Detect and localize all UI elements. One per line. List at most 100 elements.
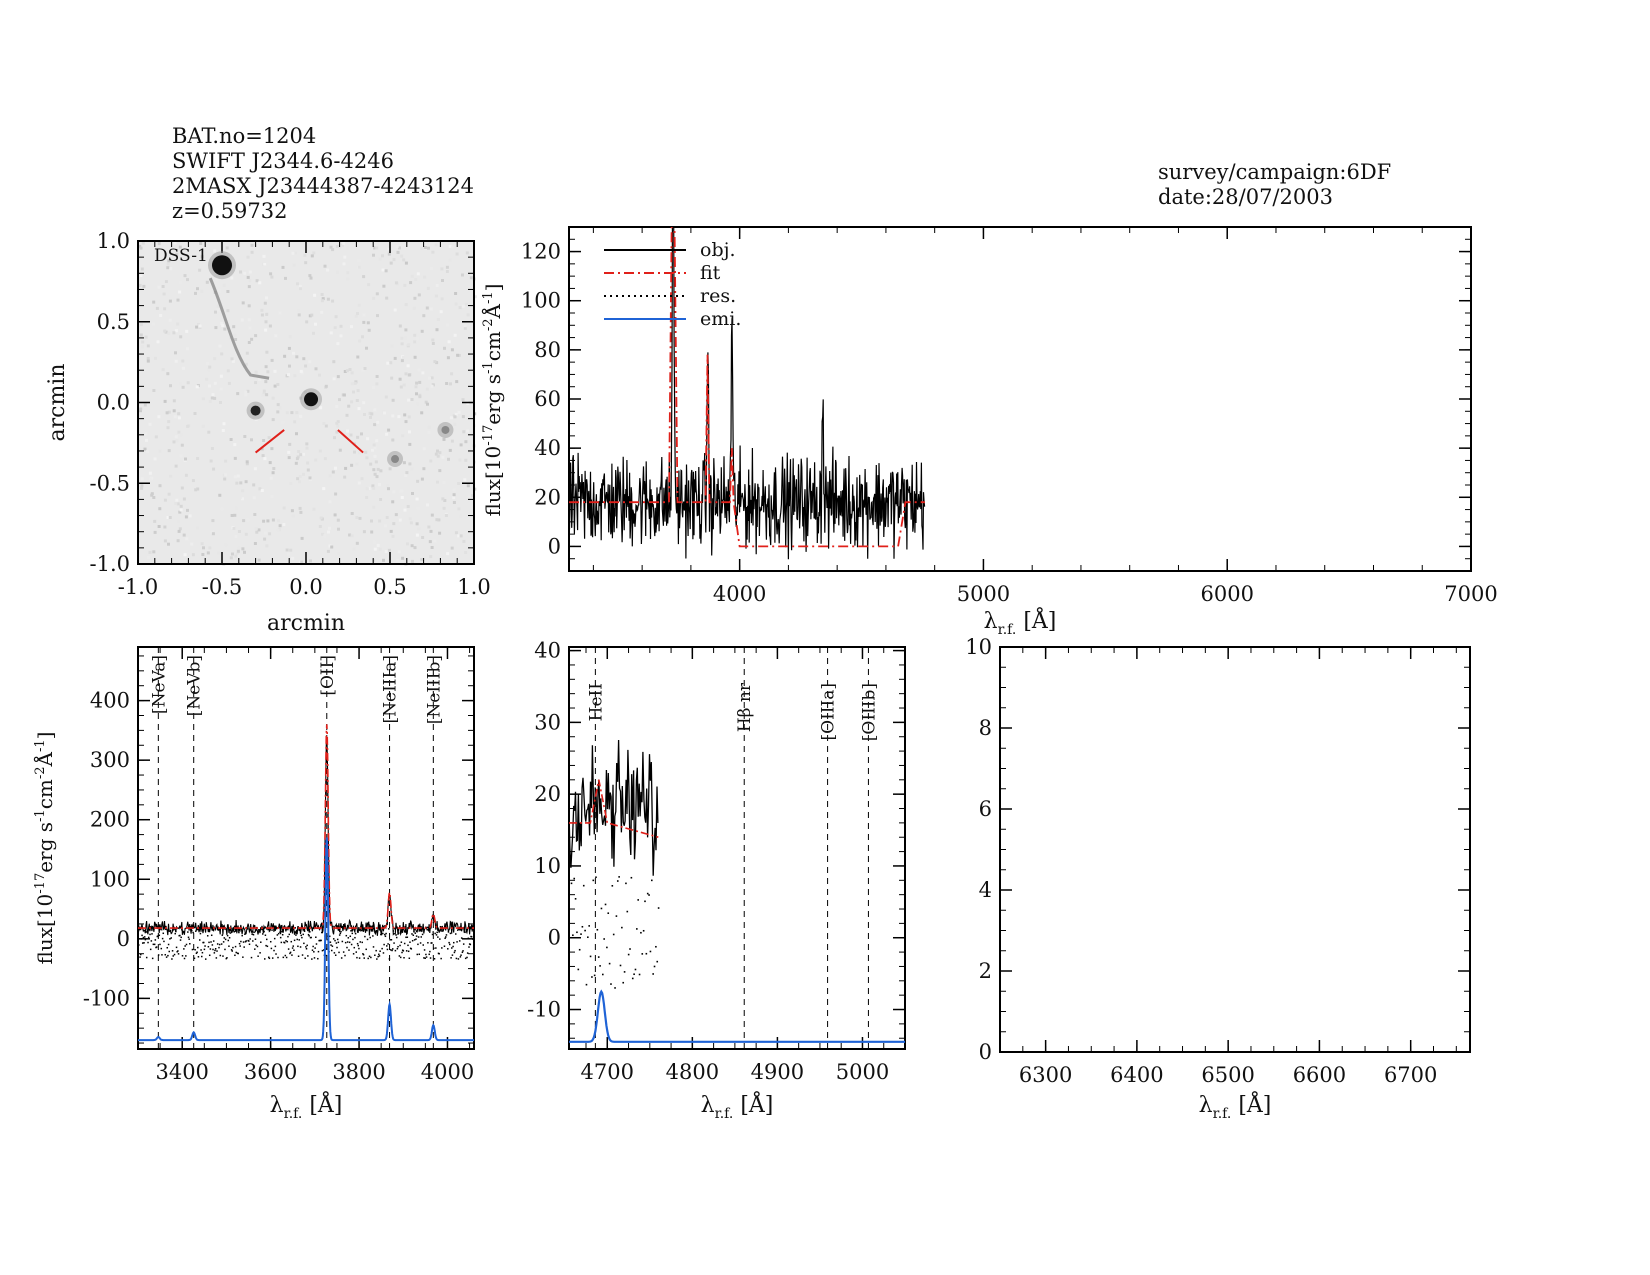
noise-pixel	[375, 439, 379, 443]
noise-pixel	[396, 372, 400, 376]
residual-dot	[455, 957, 458, 960]
x-tick-label: 0.0	[289, 575, 322, 599]
noise-pixel	[393, 308, 397, 312]
noise-pixel	[225, 246, 229, 250]
noise-pixel	[429, 555, 433, 559]
noise-pixel	[176, 322, 180, 326]
residual-dot	[412, 934, 415, 936]
residual-dot	[656, 960, 659, 963]
residual-dot	[461, 951, 464, 954]
residual-dot	[593, 974, 596, 977]
residual-dot	[374, 954, 376, 957]
noise-pixel	[178, 510, 182, 514]
residual-dot	[235, 951, 237, 954]
noise-pixel	[385, 296, 389, 300]
noise-pixel	[178, 527, 182, 531]
noise-pixel	[443, 499, 447, 502]
noise-pixel	[332, 377, 336, 381]
residual-dot	[441, 947, 443, 949]
noise-pixel	[356, 435, 360, 439]
residual-dot	[415, 935, 418, 937]
noise-pixel	[246, 255, 250, 259]
residual-dot	[183, 948, 185, 950]
noise-pixel	[430, 267, 434, 271]
residual-dot	[287, 935, 289, 938]
y-axis-label: flux[10-17erg s-1cm-2Å-1]	[480, 284, 505, 517]
residual-dot	[344, 954, 346, 957]
residual-dot	[363, 957, 365, 959]
noise-pixel	[328, 526, 331, 530]
residual-dot	[391, 949, 393, 952]
noise-pixel	[398, 324, 402, 328]
residual-dot	[375, 949, 377, 952]
residual-dot	[578, 948, 581, 951]
y-tick-label: 400	[90, 689, 130, 713]
noise-pixel	[425, 387, 429, 391]
noise-pixel	[157, 415, 161, 419]
residual-dot	[408, 957, 411, 960]
noise-pixel	[159, 314, 163, 317]
noise-pixel	[157, 525, 161, 528]
residual-dot	[407, 944, 409, 947]
noise-pixel	[450, 546, 454, 550]
residual-dot	[348, 949, 350, 951]
noise-pixel	[148, 477, 152, 481]
x-tick-label: 5000	[957, 582, 1010, 606]
residual-dot	[170, 937, 172, 939]
noise-pixel	[411, 492, 414, 495]
residual-dot	[390, 939, 393, 941]
residual-dot	[337, 941, 340, 944]
residual-dot	[597, 956, 600, 958]
noise-pixel	[164, 280, 168, 284]
noise-pixel	[335, 421, 339, 425]
noise-pixel	[313, 293, 317, 297]
residual-dot	[314, 947, 316, 949]
noise-pixel	[233, 513, 237, 517]
noise-pixel	[174, 351, 177, 355]
residual-dot	[438, 952, 440, 955]
noise-pixel	[255, 279, 259, 283]
noise-pixel	[410, 274, 414, 278]
noise-pixel	[144, 432, 148, 436]
residual-dot	[393, 927, 396, 930]
zoom-oii-axes: 3400 3600 3800 4000 -100 0 100 200 300 400 [NeVa] […	[32, 646, 475, 1122]
x-tick-label: -0.5	[202, 575, 243, 599]
residual-dot	[611, 885, 614, 887]
noise-pixel	[266, 519, 270, 523]
noise-pixel	[378, 519, 382, 523]
residual-dot	[179, 939, 182, 941]
residual-dot	[401, 951, 403, 954]
residual-dot	[243, 946, 245, 948]
noise-pixel	[153, 530, 157, 534]
residual-dot	[407, 950, 410, 953]
noise-pixel	[138, 283, 142, 287]
zoom-oii-data	[138, 647, 474, 1049]
noise-pixel	[416, 272, 420, 276]
noise-pixel	[456, 353, 460, 357]
noise-pixel	[347, 404, 351, 408]
residual-dot	[591, 976, 593, 978]
residual-dot	[286, 940, 289, 943]
residual-dot	[416, 953, 419, 956]
noise-pixel	[152, 389, 156, 392]
noise-pixel	[236, 392, 240, 396]
residual-dot	[192, 931, 194, 934]
residual-dot	[216, 943, 219, 945]
residual-dot	[436, 931, 438, 934]
noise-pixel	[265, 544, 269, 548]
noise-pixel	[208, 546, 212, 550]
noise-pixel	[153, 457, 157, 461]
residual-dot	[386, 945, 388, 947]
noise-pixel	[243, 271, 247, 275]
noise-pixel	[373, 446, 377, 450]
full-spectrum-axes: 4000 5000 6000 7000 0 20 40 60 80 100 120 obj.fitre…	[480, 226, 1498, 638]
noise-pixel	[401, 355, 405, 359]
noise-pixel	[254, 527, 258, 531]
noise-pixel	[178, 290, 182, 294]
noise-pixel	[140, 484, 144, 488]
residual-dot	[366, 938, 369, 941]
line-marker-label: [NeIIIb]	[424, 655, 444, 724]
noise-pixel	[274, 334, 278, 338]
noise-pixel	[420, 558, 424, 562]
noise-pixel	[139, 333, 143, 337]
